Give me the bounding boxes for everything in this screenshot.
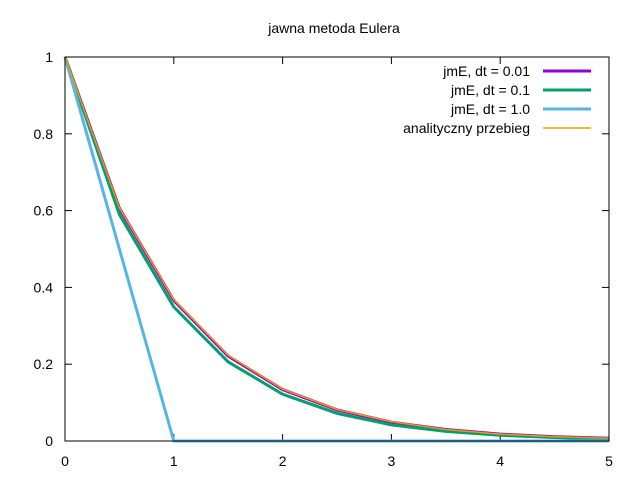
x-tick-label: 1 <box>170 453 178 469</box>
legend: jmE, dt = 0.01 jmE, dt = 0.1 jmE, dt = 1.0… <box>403 63 591 136</box>
y-tick-label: 0.6 <box>34 203 54 219</box>
legend-label: jmE, dt = 1.0 <box>450 101 530 117</box>
y-tick-label: 0.8 <box>34 126 54 142</box>
x-tick-label: 3 <box>388 453 396 469</box>
series-line-2 <box>63 56 610 441</box>
legend-label: jmE, dt = 0.01 <box>442 63 530 79</box>
legend-label: analityczny przebieg <box>403 120 530 136</box>
chart-title: jawna metoda Eulera <box>267 20 400 36</box>
y-tick-label: 0 <box>45 433 53 449</box>
x-tick-label: 2 <box>279 453 287 469</box>
legend-label: jmE, dt = 0.1 <box>450 82 530 98</box>
y-tick-label: 0.2 <box>34 356 54 372</box>
y-tick-label: 1 <box>45 49 53 65</box>
x-tick-label: 5 <box>605 453 613 469</box>
x-tick-label: 0 <box>61 453 69 469</box>
x-tick-label: 4 <box>496 453 504 469</box>
y-tick-label: 0.4 <box>34 279 54 295</box>
plot-frame <box>64 56 610 442</box>
series-line-4 <box>64 56 610 440</box>
